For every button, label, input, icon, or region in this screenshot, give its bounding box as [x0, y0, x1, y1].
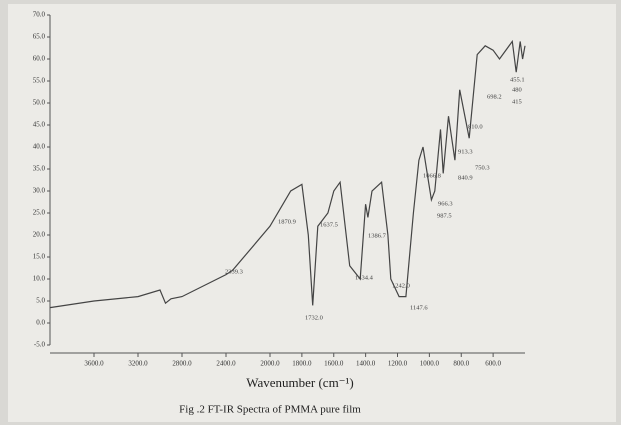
- peak-label: 480: [512, 86, 522, 93]
- y-tick-label: 5.0: [36, 297, 45, 305]
- x-tick-label: 1400.0: [356, 360, 376, 368]
- y-tick-label: -5.0: [34, 341, 46, 349]
- y-tick-label: 45.0: [33, 121, 46, 129]
- x-tick-label: 800.0: [453, 360, 469, 368]
- caption: Fig .2 FT-IR Spectra of PMMA pure film: [179, 404, 361, 416]
- peak-label: 698.2: [487, 93, 502, 100]
- y-tick-label: 65.0: [33, 33, 46, 41]
- x-tick-label: 1800.0: [292, 360, 312, 368]
- peak-label: 913.3: [458, 148, 473, 155]
- y-tick-label: 10.0: [33, 275, 46, 283]
- page: {"chart_data": {"type": "line", "x_label…: [0, 0, 621, 425]
- x-tick-label: 3600.0: [84, 360, 104, 368]
- peak-label: 1732.0: [305, 314, 323, 321]
- peak-label: 810.0: [468, 123, 483, 130]
- peak-label: 1386.7: [368, 232, 387, 239]
- x-tick-label: 600.0: [485, 360, 501, 368]
- x-tick-label: 1600.0: [324, 360, 344, 368]
- peak-label: 966.3: [438, 200, 453, 207]
- y-tick-label: 50.0: [33, 99, 46, 107]
- peak-label: 1637.5: [320, 221, 338, 228]
- y-tick-label: 60.0: [33, 55, 46, 63]
- peak-label: 2339.3: [225, 268, 243, 275]
- y-tick-label: 15.0: [33, 253, 46, 261]
- chart: Wavenumber (cm⁻¹) Fig .2 FT-IR Spectra o…: [0, 0, 621, 425]
- y-tick-label: 30.0: [33, 187, 46, 195]
- x-tick-label: 3200.0: [128, 360, 148, 368]
- peak-label: 750.3: [475, 164, 490, 171]
- peak-label: 1242.0: [392, 282, 410, 289]
- y-tick-label: 20.0: [33, 231, 46, 239]
- peak-label: 415: [512, 98, 522, 105]
- x-tick-label: 2400.0: [216, 360, 236, 368]
- peak-label: 1870.9: [278, 218, 296, 225]
- peak-label: 1066.8: [423, 172, 441, 179]
- peak-label: 455.1: [510, 76, 525, 83]
- x-tick-label: 1200.0: [388, 360, 408, 368]
- y-tick-label: 0.0: [36, 319, 45, 327]
- x-axis-label: Wavenumber (cm⁻¹): [246, 375, 354, 390]
- peak-label: 987.5: [437, 212, 452, 219]
- y-tick-label: 70.0: [33, 11, 46, 19]
- y-tick-label: 35.0: [33, 165, 46, 173]
- x-tick-label: 2000.0: [260, 360, 280, 368]
- peak-label: 1434.4: [355, 274, 374, 281]
- y-tick-label: 55.0: [33, 77, 46, 85]
- peak-label: 840.9: [458, 174, 473, 181]
- y-tick-label: 40.0: [33, 143, 46, 151]
- x-tick-label: 1000.0: [420, 360, 440, 368]
- y-tick-label: 25.0: [33, 209, 46, 217]
- x-tick-label: 2800.0: [172, 360, 192, 368]
- peak-label: 1147.6: [410, 304, 428, 311]
